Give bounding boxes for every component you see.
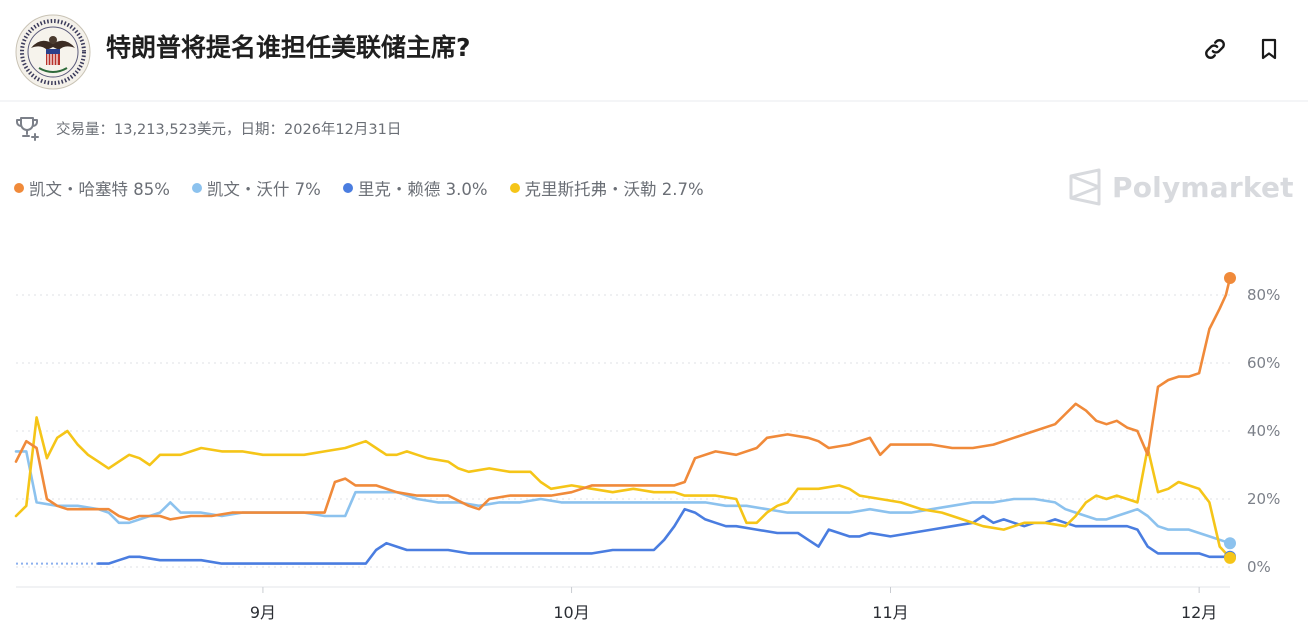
market-meta: 交易量：13,213,523美元，日期：2026年12月31日 [14, 114, 401, 142]
y-tick-label: 20% [1247, 490, 1280, 508]
y-tick-label: 80% [1247, 286, 1280, 304]
x-tick-label: 10月 [553, 603, 589, 622]
legend-label: 凯文・沃什 7% [206, 180, 321, 199]
legend-label: 凯文・哈塞特 85% [29, 180, 170, 199]
polymarket-logo-icon [1069, 168, 1101, 206]
series-endpoint [1224, 551, 1236, 564]
price-history-chart: 80% 60% 40% 20% 0% 9月 10月 11月 12月 [14, 272, 1280, 622]
series-line [14, 450, 1232, 545]
x-tick-label: 9月 [250, 603, 276, 622]
legend-item[interactable]: 里克・赖德 3.0% [342, 176, 488, 200]
legend-dot [191, 183, 202, 193]
legend-label: 里克・赖德 3.0% [357, 180, 488, 199]
series-line [14, 276, 1232, 521]
x-tick-label: 12月 [1181, 603, 1217, 622]
legend-item[interactable]: 凯文・沃什 7% [191, 176, 321, 200]
legend-dot [342, 183, 353, 193]
chart-legend: 凯文・哈塞特 85% 凯文・沃什 7% 里克・赖德 3.0% 克里斯托弗・沃勒 2.7… [14, 176, 726, 200]
legend-label: 克里斯托弗・沃勒 2.7% [524, 180, 704, 199]
y-tick-label: 60% [1247, 354, 1280, 372]
series-line [14, 416, 1232, 560]
federal-reserve-seal-icon [15, 14, 91, 90]
link-icon [1205, 39, 1225, 59]
header-divider [0, 100, 1308, 102]
x-tick-label: 11月 [872, 603, 908, 622]
bookmark-icon [1261, 38, 1277, 60]
series-line [97, 507, 1232, 565]
y-tick-label: 40% [1247, 422, 1280, 440]
legend-dot [509, 183, 520, 193]
legend-item[interactable]: 凯文・哈塞特 85% [14, 176, 170, 200]
trophy-icon [16, 117, 39, 141]
watermark-text: Polymarket [1112, 170, 1294, 204]
series-endpoint [1224, 272, 1236, 284]
y-tick-label: 0% [1247, 558, 1271, 576]
page-title: 特朗普将提名谁担任美联储主席? [106, 33, 471, 62]
legend-item[interactable]: 克里斯托弗・沃勒 2.7% [509, 176, 704, 200]
bookmark-button[interactable] [1254, 34, 1284, 64]
market-header: 特朗普将提名谁担任美联储主席? [0, 0, 1308, 100]
legend-dot [14, 183, 24, 193]
volume-date-text: 交易量：13,213,523美元，日期：2026年12月31日 [56, 121, 402, 138]
series-endpoint [1224, 537, 1236, 550]
polymarket-watermark: Polymarket [1068, 168, 1294, 206]
copy-link-button[interactable] [1200, 34, 1230, 64]
